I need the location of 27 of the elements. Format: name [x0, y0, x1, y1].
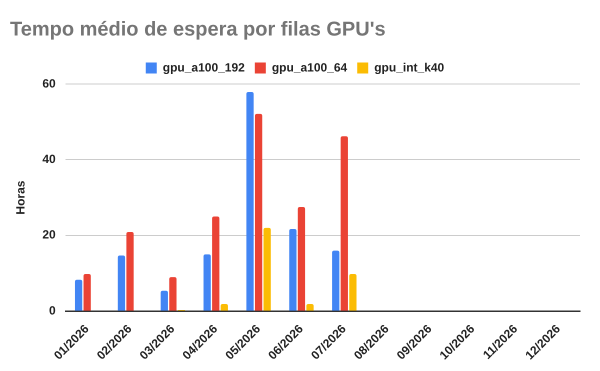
- bar: [204, 254, 211, 311]
- bar: [264, 228, 271, 311]
- legend-label: gpu_a100_64: [272, 60, 348, 74]
- y-tick-label: 20: [42, 228, 56, 242]
- bar: [74, 280, 82, 311]
- bar: [169, 277, 177, 311]
- bar: [340, 136, 348, 311]
- y-tick-label: 0: [49, 303, 56, 318]
- bar: [220, 304, 228, 311]
- bar: [126, 232, 134, 311]
- bar: [160, 290, 168, 311]
- bar: [118, 255, 126, 311]
- bar: [246, 92, 254, 311]
- bar: [212, 216, 220, 311]
- y-tick-label: 60: [42, 76, 56, 90]
- bar: [298, 207, 306, 311]
- legend-label: gpu_a100_192: [162, 60, 246, 74]
- bar: [289, 228, 297, 311]
- y-axis-title: Horas: [14, 180, 28, 215]
- bar: [254, 114, 262, 311]
- y-tick-label: 40: [42, 152, 56, 166]
- legend-label: gpu_int_k40: [374, 60, 445, 74]
- bar: [84, 274, 91, 311]
- bar: [306, 304, 314, 311]
- bar: [349, 274, 357, 311]
- bar: [332, 250, 340, 311]
- chart-title: Tempo médio de espera por filas GPU's: [10, 18, 386, 41]
